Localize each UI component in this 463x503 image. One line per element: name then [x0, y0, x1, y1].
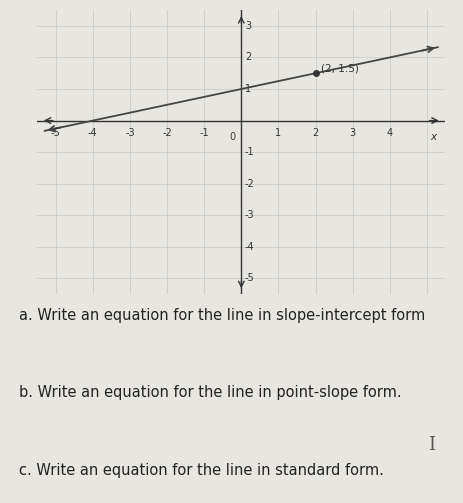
Text: x: x — [430, 132, 436, 142]
Text: 1: 1 — [244, 84, 250, 94]
Text: -2: -2 — [162, 128, 172, 138]
Text: 3: 3 — [244, 21, 250, 31]
Text: -5: -5 — [244, 274, 254, 284]
Text: b. Write an equation for the line in point-slope form.: b. Write an equation for the line in poi… — [19, 385, 400, 400]
Text: 0: 0 — [229, 132, 235, 142]
Text: I: I — [427, 436, 434, 454]
Text: 1: 1 — [275, 128, 281, 138]
Text: -5: -5 — [50, 128, 61, 138]
Text: -3: -3 — [244, 210, 254, 220]
Text: 3: 3 — [349, 128, 355, 138]
Text: 4: 4 — [386, 128, 392, 138]
Text: (2, 1.5): (2, 1.5) — [320, 64, 358, 73]
Text: -2: -2 — [244, 179, 254, 189]
Text: -4: -4 — [88, 128, 97, 138]
Text: -4: -4 — [244, 242, 254, 252]
Text: a. Write an equation for the line in slope-intercept form: a. Write an equation for the line in slo… — [19, 308, 424, 323]
Text: -1: -1 — [199, 128, 208, 138]
Text: -1: -1 — [244, 147, 254, 157]
Text: c. Write an equation for the line in standard form.: c. Write an equation for the line in sta… — [19, 463, 382, 478]
Text: -3: -3 — [125, 128, 134, 138]
Text: 2: 2 — [312, 128, 318, 138]
Text: 2: 2 — [244, 52, 250, 62]
